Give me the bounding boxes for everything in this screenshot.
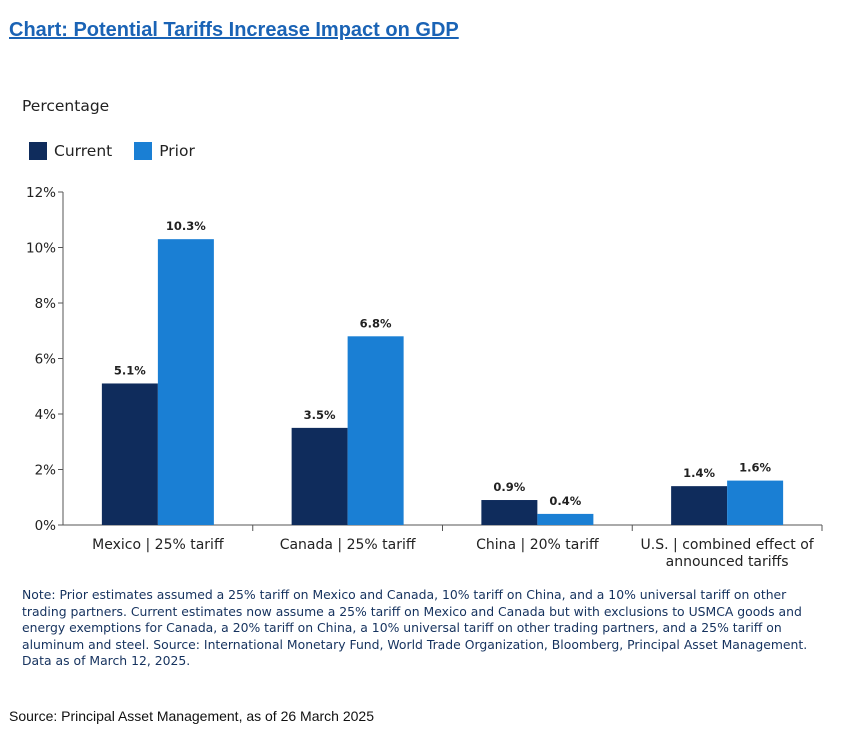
bar-current <box>101 383 158 525</box>
bar-prior <box>157 239 214 526</box>
bar-current <box>291 427 348 525</box>
bar-current <box>481 500 538 525</box>
bar-chart: 0% 2% 4% 6% 8% 10% 12% 5.1% 10.3% Mexico | 25% ta… <box>26 185 823 570</box>
x-tick-label: U.S. | combined effect of <box>641 537 815 553</box>
y-tick-label: 6% <box>35 352 57 368</box>
y-tick-label: 0% <box>35 518 57 534</box>
legend-swatch-current <box>29 142 47 160</box>
chart-note: Note: Prior estimates assumed a 25% tari… <box>22 587 808 668</box>
y-axis-label: Percentage <box>22 97 110 115</box>
bar-current <box>671 486 728 525</box>
data-label: 3.5% <box>304 408 336 422</box>
source-line: Source: Principal Asset Management, as o… <box>9 708 374 724</box>
bar-prior <box>537 513 594 525</box>
y-tick-label: 10% <box>26 241 56 257</box>
data-label: 0.4% <box>549 494 581 508</box>
x-tick-label: China | 20% tariff <box>476 537 599 553</box>
legend-swatch-prior <box>134 142 153 160</box>
x-tick-label: Mexico | 25% tariff <box>92 537 224 553</box>
data-label: 0.9% <box>493 480 525 494</box>
data-label: 5.1% <box>114 363 146 377</box>
x-tick-label: announced tariffs <box>666 554 789 570</box>
chart-title: Chart: Potential Tariffs Increase Impact… <box>9 19 459 41</box>
legend-item-current: Current <box>29 142 112 160</box>
data-label: 10.3% <box>166 219 206 233</box>
legend-item-prior: Prior <box>134 142 195 160</box>
legend: Current Prior <box>29 142 217 160</box>
data-label: 1.4% <box>683 466 715 480</box>
data-label: 1.6% <box>739 461 771 475</box>
legend-label-current: Current <box>54 142 113 160</box>
x-tick-label: Canada | 25% tariff <box>280 537 416 553</box>
bar-prior <box>347 336 404 525</box>
data-label: 6.8% <box>360 316 392 330</box>
legend-label-prior: Prior <box>159 142 195 160</box>
y-tick-label: 4% <box>35 407 57 423</box>
bar-prior <box>727 480 784 525</box>
y-tick-label: 2% <box>35 463 57 479</box>
y-tick-label: 8% <box>35 296 57 312</box>
y-tick-label: 12% <box>26 185 56 201</box>
